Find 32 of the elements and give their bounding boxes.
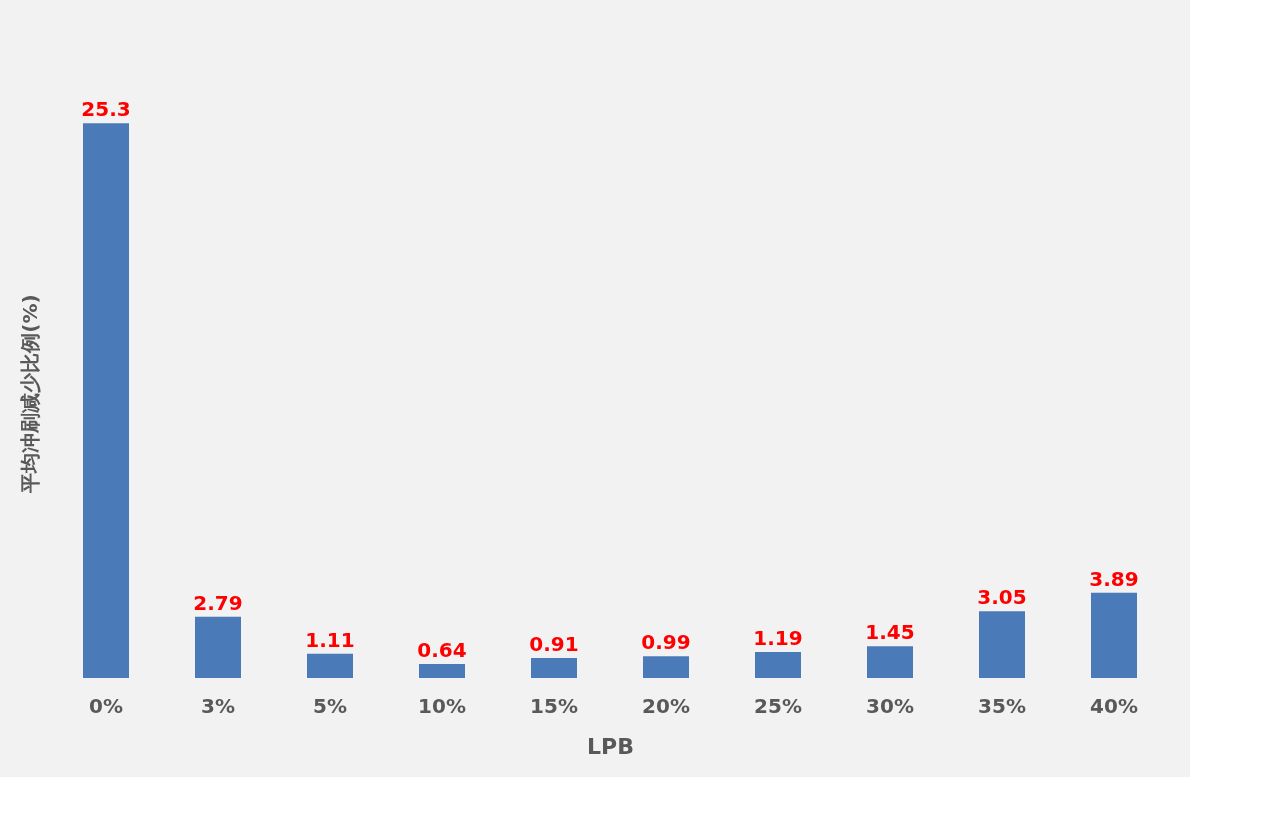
x-tick-label: 30% <box>866 693 914 718</box>
bar <box>83 123 129 678</box>
data-label: 3.89 <box>1089 566 1139 591</box>
x-tick-label: 25% <box>754 693 802 718</box>
bar <box>755 651 801 678</box>
data-label: 0.91 <box>529 632 579 657</box>
bar <box>643 656 689 678</box>
data-label: 0.64 <box>417 637 467 662</box>
data-label: 0.99 <box>641 630 691 655</box>
data-label: 25.3 <box>81 97 131 122</box>
x-axis-title: LPB <box>587 733 634 759</box>
x-tick-label: 10% <box>418 693 466 718</box>
bar <box>531 658 577 678</box>
bar <box>867 646 913 678</box>
x-tick-label: 15% <box>530 693 578 718</box>
x-tick-label: 40% <box>1090 693 1138 718</box>
bar <box>1091 592 1137 678</box>
data-label: 3.05 <box>977 585 1027 610</box>
data-label: 1.11 <box>305 627 355 652</box>
bar <box>979 611 1025 678</box>
bar <box>307 653 353 678</box>
x-tick-label: 3% <box>201 693 235 718</box>
y-axis-title: 平均冲刷减少比例(%) <box>17 294 42 494</box>
bar <box>419 663 465 678</box>
x-tick-label: 20% <box>642 693 690 718</box>
x-tick-label: 5% <box>313 693 347 718</box>
data-label: 2.79 <box>193 590 243 615</box>
x-tick-label: 0% <box>89 693 123 718</box>
data-label: 1.19 <box>753 625 803 650</box>
data-label: 1.45 <box>865 620 915 645</box>
x-tick-label: 35% <box>978 693 1026 718</box>
bar <box>195 616 241 678</box>
